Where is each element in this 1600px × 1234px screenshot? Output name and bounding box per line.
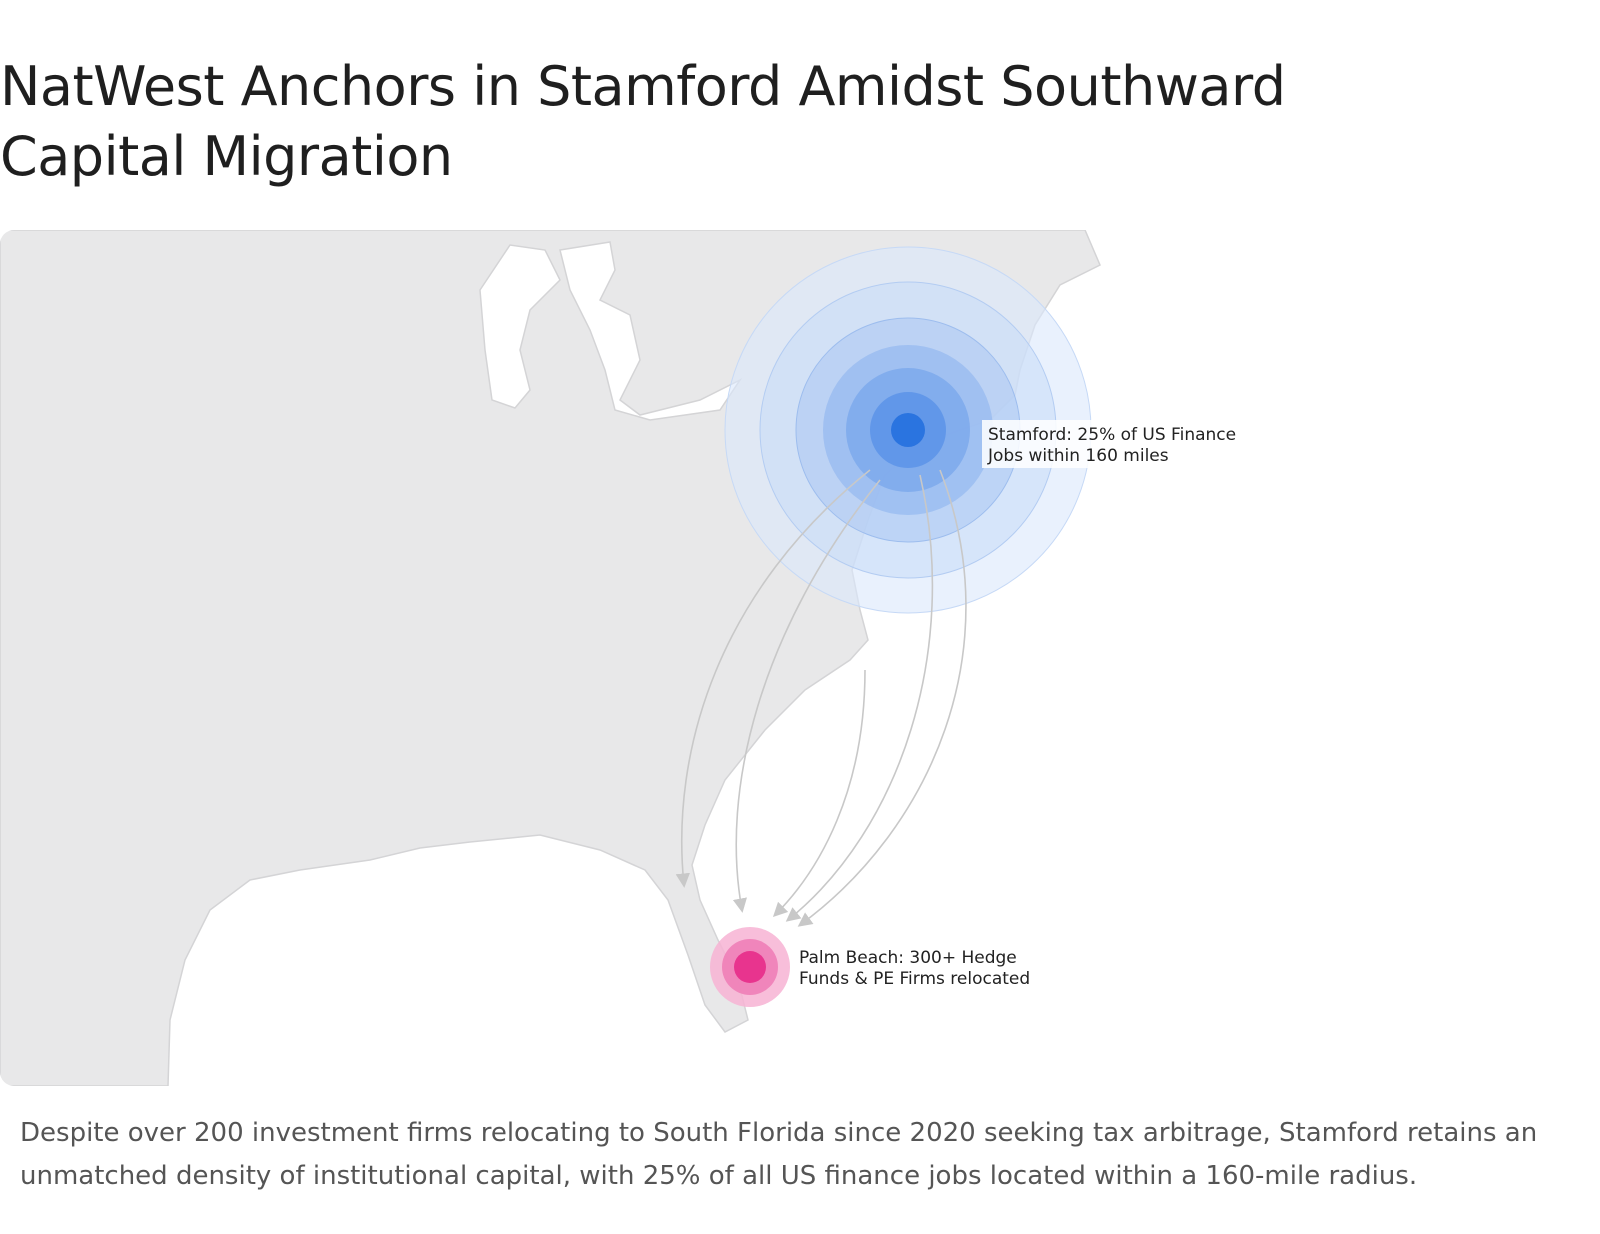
palm-beach-marker [710, 927, 790, 1007]
caption: Despite over 200 investment firms reloca… [20, 1118, 1538, 1191]
arrow [675, 469, 871, 888]
lake [559, 241, 743, 421]
map-label: Jobs within 160 miles [987, 446, 1169, 466]
lake [479, 244, 561, 409]
arrow [797, 469, 967, 927]
center [734, 951, 766, 983]
map-label: Stamford: 25% of US Finance [988, 425, 1236, 445]
migration-arrows [675, 469, 967, 927]
center [891, 413, 925, 447]
map-label: Funds & PE Firms relocated [799, 969, 1030, 989]
title: NatWest Anchors in Stamford Amidst South… [0, 55, 1286, 188]
arrow [772, 669, 866, 918]
map: Stamford: 25% of US Finance Jobs within … [0, 230, 1570, 1086]
stamford-radius [724, 246, 1092, 614]
map-label: Palm Beach: 300+ Hedge [799, 948, 1017, 968]
label-bg [982, 420, 1214, 468]
arrow [732, 479, 881, 913]
arrow [785, 474, 934, 922]
